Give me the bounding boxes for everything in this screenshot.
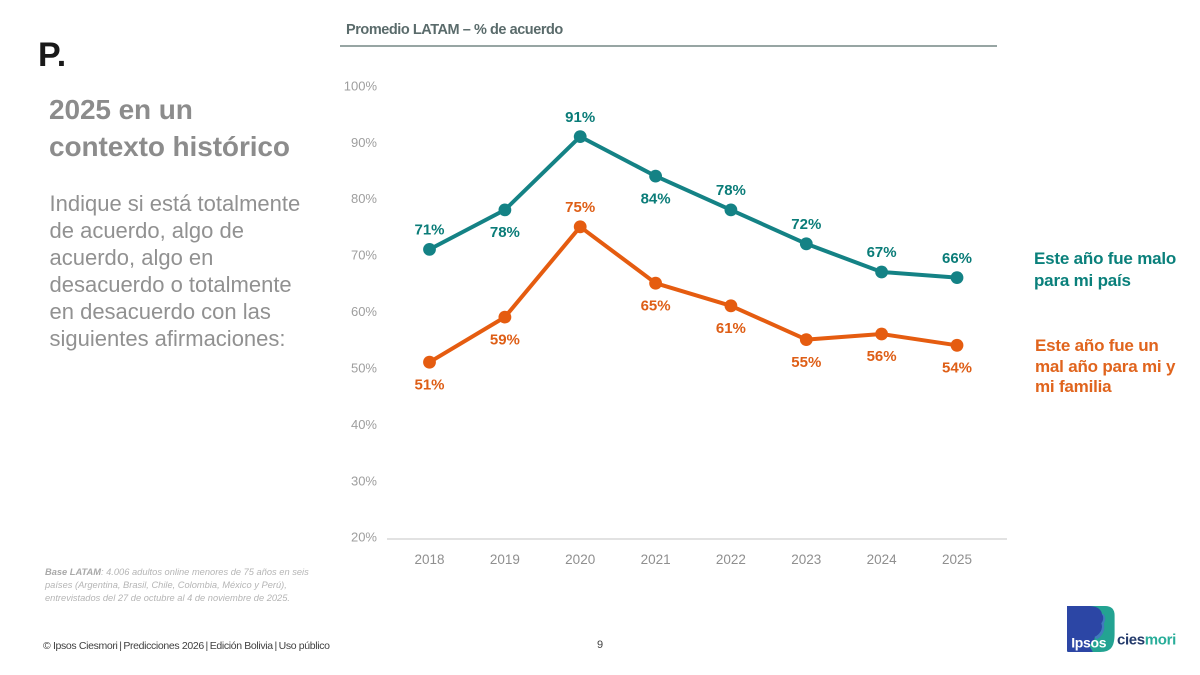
svg-text:2019: 2019 — [490, 552, 520, 567]
svg-text:80%: 80% — [351, 191, 377, 206]
svg-text:59%: 59% — [490, 331, 520, 348]
svg-text:56%: 56% — [867, 348, 897, 365]
svg-text:50%: 50% — [351, 361, 377, 376]
svg-text:2018: 2018 — [414, 552, 444, 567]
svg-text:91%: 91% — [565, 109, 595, 126]
svg-text:54%: 54% — [942, 360, 972, 377]
svg-text:Ipsos: Ipsos — [1071, 634, 1107, 650]
svg-text:78%: 78% — [490, 224, 520, 241]
svg-text:60%: 60% — [351, 304, 377, 319]
svg-text:90%: 90% — [351, 135, 377, 150]
svg-text:2020: 2020 — [565, 552, 595, 567]
svg-text:78%: 78% — [716, 182, 746, 199]
svg-text:100%: 100% — [344, 78, 378, 93]
svg-text:40%: 40% — [351, 417, 377, 432]
svg-text:70%: 70% — [351, 248, 377, 263]
svg-text:20%: 20% — [351, 530, 377, 545]
svg-text:75%: 75% — [565, 199, 595, 216]
svg-text:2021: 2021 — [641, 552, 671, 567]
svg-text:61%: 61% — [716, 320, 746, 337]
svg-text:ciesmori: ciesmori — [1117, 632, 1176, 649]
svg-text:67%: 67% — [867, 244, 897, 261]
svg-text:2023: 2023 — [791, 552, 821, 567]
svg-text:51%: 51% — [414, 376, 444, 393]
svg-text:2024: 2024 — [867, 552, 898, 567]
svg-text:84%: 84% — [641, 190, 671, 207]
svg-text:66%: 66% — [942, 250, 972, 267]
svg-text:71%: 71% — [414, 222, 444, 239]
svg-text:2022: 2022 — [716, 552, 746, 567]
svg-text:65%: 65% — [641, 297, 671, 314]
svg-text:72%: 72% — [791, 216, 821, 233]
svg-text:55%: 55% — [791, 354, 821, 371]
svg-text:2025: 2025 — [942, 552, 972, 567]
svg-text:30%: 30% — [351, 473, 377, 488]
